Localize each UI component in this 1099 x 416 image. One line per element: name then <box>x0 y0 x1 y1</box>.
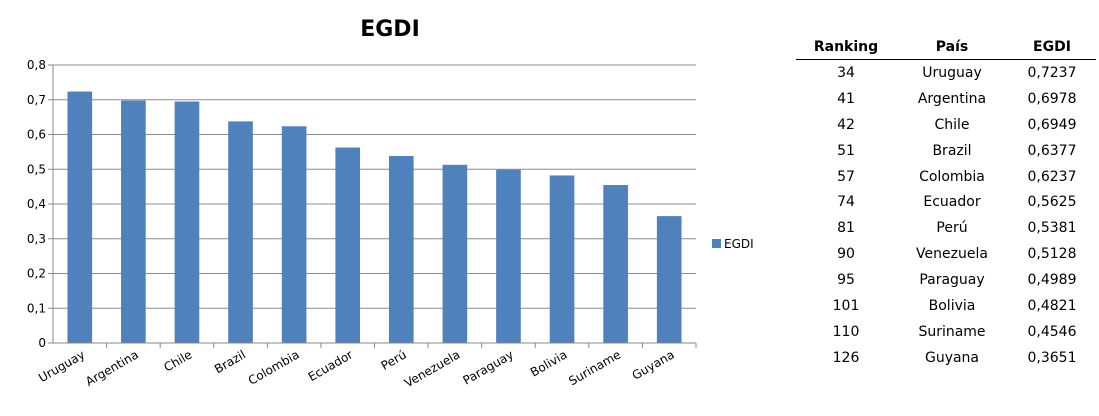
bar <box>549 175 575 343</box>
bar <box>174 101 200 343</box>
cell-pais: Guyana <box>924 349 980 366</box>
legend-label: EGDI <box>724 237 754 251</box>
header-pais: País <box>896 34 1008 60</box>
cell-ranking: 110 <box>832 323 860 340</box>
cell-pais: Argentina <box>917 90 987 107</box>
cell-pais: Ecuador <box>923 194 981 211</box>
bar <box>335 147 361 343</box>
table-row: 42 Chile 0,6949 <box>796 112 1096 138</box>
table-row: 41 Argentina 0,6978 <box>796 86 1096 112</box>
cell-egdi: 0,6978 <box>1027 90 1077 107</box>
cell-pais: Bolivia <box>928 297 976 314</box>
bar <box>281 126 307 343</box>
table-row: 74 Ecuador 0,5625 <box>796 189 1096 215</box>
ranking-table-container: Ranking País EGDI 34 Uruguay 0,7237 41 Argen… <box>796 34 1096 371</box>
cell-ranking: 90 <box>837 246 855 263</box>
cell-pais: Paraguay <box>919 272 985 289</box>
header-egdi: EGDI <box>1008 34 1096 60</box>
y-axis-tick-labels: 0 0,1 0,2 0,3 0,4 0,5 0,6 0,7 0,8 <box>27 58 46 350</box>
cell-egdi: 0,5381 <box>1027 220 1077 237</box>
cell-ranking: 42 <box>837 116 855 133</box>
y-tick-label: 0,8 <box>27 58 46 72</box>
cell-pais: Suriname <box>918 323 986 340</box>
table-row: 95 Paraguay 0,4989 <box>796 267 1096 293</box>
y-tick-label: 0,1 <box>27 301 46 315</box>
x-tick-label: Brazil <box>212 347 248 376</box>
bar <box>388 156 414 343</box>
cell-ranking: 126 <box>832 349 860 366</box>
legend-swatch <box>712 239 721 248</box>
x-tick-label: Guyana <box>630 347 677 382</box>
cell-pais: Chile <box>934 116 970 133</box>
cell-ranking: 51 <box>837 142 855 159</box>
cell-egdi: 0,4989 <box>1027 272 1077 289</box>
cell-pais: Venezuela <box>916 246 988 263</box>
table-row: 101 Bolivia 0,4821 <box>796 293 1096 319</box>
x-tick-label: Suriname <box>566 347 623 388</box>
x-tick-label: Paraguay <box>460 347 516 387</box>
table-header-row: Ranking País EGDI <box>796 34 1096 60</box>
table-row: 57 Colombia 0,6237 <box>796 164 1096 190</box>
table-row: 90 Venezuela 0,5128 <box>796 241 1096 267</box>
y-tick-label: 0,6 <box>27 128 46 142</box>
gridlines <box>48 64 696 344</box>
x-tick-label: Ecuador <box>306 347 356 384</box>
bar <box>121 100 146 344</box>
cell-pais: Perú <box>936 220 968 237</box>
cell-ranking: 41 <box>837 90 855 107</box>
y-tick-label: 0,5 <box>27 162 46 176</box>
cell-pais: Brazil <box>932 142 972 159</box>
bar <box>656 216 682 343</box>
cell-egdi: 0,6377 <box>1027 142 1077 159</box>
bar <box>496 169 521 343</box>
cell-egdi: 0,5625 <box>1027 194 1077 211</box>
bar <box>603 185 628 343</box>
chart-title: EGDI <box>360 17 420 42</box>
header-ranking: Ranking <box>796 34 896 60</box>
y-tick-label: 0,7 <box>27 93 46 107</box>
x-tick-label: Argentina <box>83 347 141 388</box>
bar <box>228 121 253 343</box>
cell-ranking: 81 <box>837 220 855 237</box>
y-tick-label: 0,4 <box>27 197 46 211</box>
cell-ranking: 57 <box>837 168 855 185</box>
cell-egdi: 0,6949 <box>1027 116 1077 133</box>
legend: EGDI <box>712 237 754 251</box>
cell-pais: Colombia <box>919 168 985 185</box>
cell-pais: Uruguay <box>922 64 982 81</box>
bars <box>67 91 682 344</box>
cell-egdi: 0,3651 <box>1027 349 1077 366</box>
x-tick-label: Perú <box>379 347 409 372</box>
y-tick-label: 0 <box>38 336 46 350</box>
y-tick-label: 0,3 <box>27 232 46 246</box>
cell-ranking: 101 <box>832 297 860 314</box>
table-body: 34 Uruguay 0,7237 41 Argentina 0,6978 42 Chile 0… <box>796 60 1096 371</box>
cell-ranking: 34 <box>837 64 855 81</box>
ranking-table: Ranking País EGDI 34 Uruguay 0,7237 41 Argen… <box>796 34 1096 371</box>
cell-egdi: 0,4821 <box>1027 297 1077 314</box>
cell-egdi: 0,5128 <box>1027 246 1077 263</box>
y-tick-label: 0,2 <box>27 267 46 281</box>
table-row: 126 Guyana 0,3651 <box>796 345 1096 371</box>
table-row: 51 Brazil 0,6377 <box>796 138 1096 164</box>
cell-egdi: 0,7237 <box>1027 64 1077 81</box>
cell-ranking: 74 <box>837 194 855 211</box>
table-row: 110 Suriname 0,4546 <box>796 319 1096 345</box>
table-row: 81 Perú 0,5381 <box>796 215 1096 241</box>
bar <box>67 91 93 343</box>
egdi-bar-chart: EGDI 0 0,1 0,2 0,3 0,4 0,5 0,6 0,7 0,8 UruguayAr… <box>27 17 754 390</box>
x-tick-label: Chile <box>161 347 194 374</box>
x-tick-label: Uruguay <box>36 347 87 385</box>
x-tick-label: Venezuela <box>402 347 462 390</box>
bar <box>442 164 468 343</box>
x-tick-label: Colombia <box>246 347 302 387</box>
cell-ranking: 95 <box>837 272 855 289</box>
table-row: 34 Uruguay 0,7237 <box>796 60 1096 86</box>
x-tick-label: Bolivia <box>528 347 570 379</box>
cell-egdi: 0,4546 <box>1027 323 1077 340</box>
cell-egdi: 0,6237 <box>1027 168 1077 185</box>
